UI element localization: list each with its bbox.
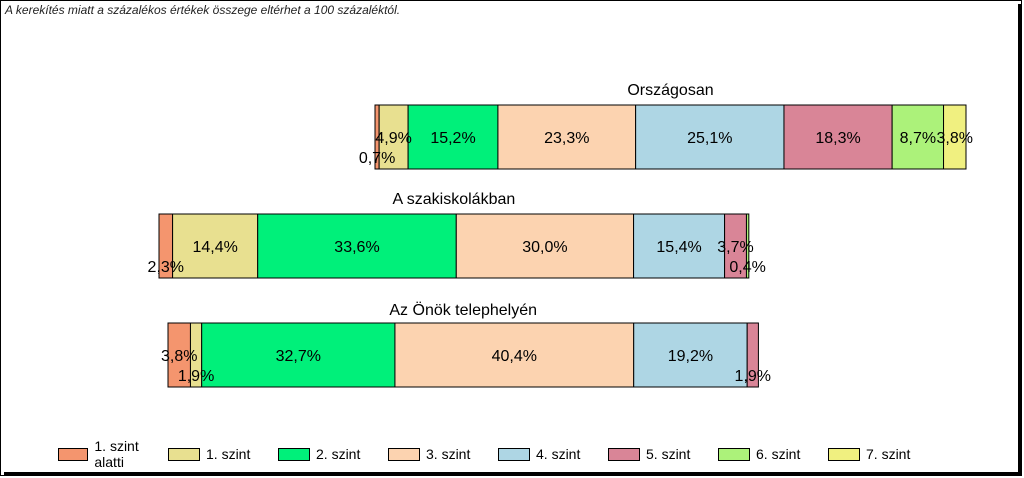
data-label: 3,8% — [161, 348, 197, 365]
legend-swatch — [168, 447, 200, 461]
legend-swatch — [718, 447, 750, 461]
bar-segment — [746, 322, 759, 388]
legend-item: 4. szint — [498, 438, 608, 470]
legend-item: 2. szint — [278, 438, 388, 470]
data-label: 3,7% — [717, 239, 753, 256]
group-title: Országosan — [627, 82, 713, 99]
data-label: 33,6% — [334, 239, 379, 256]
data-label: 2,3% — [148, 259, 184, 276]
data-label: 1,9% — [735, 368, 771, 385]
data-label: 0,7% — [359, 150, 395, 167]
bar-segment — [378, 104, 409, 170]
legend-label: 3. szint — [426, 446, 471, 462]
legend-swatch — [608, 447, 640, 461]
frame-shadow-right — [1018, 4, 1022, 476]
legend-label: 1. szint alatti — [94, 438, 139, 470]
legend-label: 2. szint — [316, 446, 361, 462]
data-label: 19,2% — [668, 348, 713, 365]
bar-segment — [783, 104, 893, 170]
legend-swatch — [498, 447, 530, 461]
data-label: 15,2% — [430, 130, 475, 147]
data-label: 23,3% — [544, 130, 589, 147]
group-title: Az Önök telephelyén — [389, 301, 537, 319]
legend-label: 1. szint — [206, 446, 251, 462]
bar-segment — [394, 322, 635, 388]
data-label: 30,0% — [522, 239, 567, 256]
legend-label: 6. szint — [756, 446, 801, 462]
data-label: 14,4% — [192, 239, 237, 256]
data-label: 18,3% — [815, 130, 860, 147]
data-label: 3,8% — [937, 130, 973, 147]
data-label: 1,9% — [178, 368, 214, 385]
legend-label: 4. szint — [536, 446, 581, 462]
data-label: 40,4% — [492, 348, 537, 365]
frame-shadow-bottom — [4, 472, 1022, 476]
group-title: A szakiskolákban — [393, 191, 516, 208]
legend-item: 3. szint — [388, 438, 498, 470]
legend-item: 1. szint alatti — [58, 438, 168, 470]
legend-swatch — [388, 447, 420, 461]
legend-item: 6. szint — [718, 438, 828, 470]
rounding-note: A kerekítés miatt a százalékos értékek ö… — [5, 3, 401, 17]
data-label: 32,7% — [276, 348, 321, 365]
data-label: 15,4% — [656, 239, 701, 256]
legend: 1. szint alatti 1. szint 2. szint 3. szint 4… — [58, 438, 938, 470]
data-label: 25,1% — [687, 130, 732, 147]
bar-segment — [257, 213, 457, 279]
bar-segment — [633, 213, 726, 279]
bar-segment — [745, 213, 750, 279]
legend-swatch — [278, 447, 310, 461]
bar-segment — [201, 322, 396, 388]
bar-segment — [633, 322, 748, 388]
legend-item: 7. szint — [828, 438, 938, 470]
legend-swatch — [58, 447, 89, 461]
bar-segment — [455, 213, 635, 279]
bar-segment — [943, 104, 967, 170]
legend-label: 5. szint — [646, 446, 691, 462]
legend-swatch — [828, 447, 860, 461]
data-label: 8,7% — [900, 130, 936, 147]
data-label: 0,4% — [729, 259, 765, 276]
legend-item: 5. szint — [608, 438, 718, 470]
legend-label: 7. szint — [866, 446, 911, 462]
data-label: 4,9% — [375, 130, 411, 147]
legend-item: 1. szint — [168, 438, 278, 470]
bar-segment — [407, 104, 499, 170]
